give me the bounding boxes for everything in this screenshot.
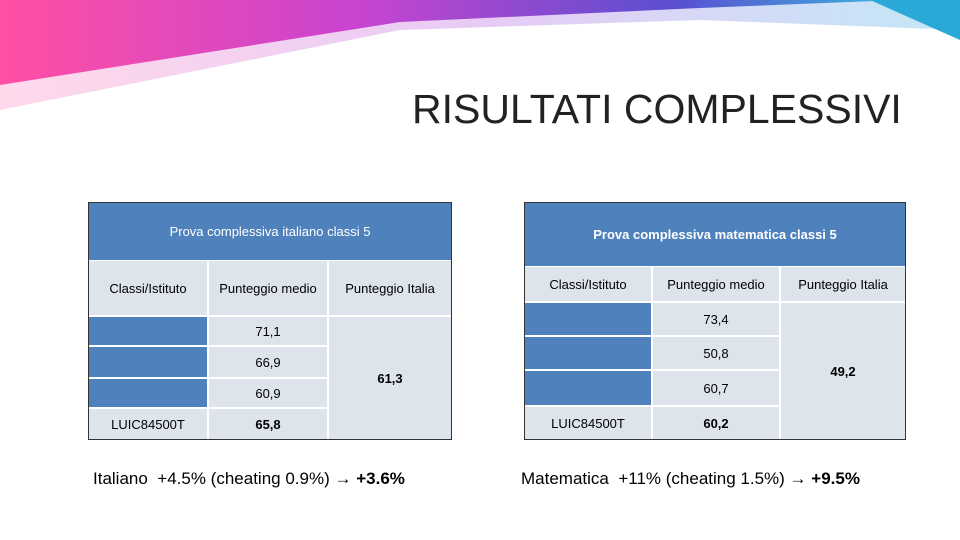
score: 66,9 — [208, 346, 328, 378]
note-text: +11% (cheating 1.5%) → — [618, 469, 807, 488]
italy-score: 49,2 — [780, 302, 906, 440]
note: Matematica +11% (cheating 1.5%) → +9.5% — [521, 469, 860, 489]
table-border — [88, 202, 452, 440]
table-border — [524, 202, 906, 440]
score: 60,9 — [208, 378, 328, 408]
note-result: +9.5% — [811, 469, 860, 488]
column-header: Punteggio Italia — [780, 266, 906, 302]
column-header: Punteggio medio — [208, 260, 328, 316]
note-subject: Matematica — [521, 469, 609, 488]
row-label — [524, 302, 652, 336]
column-header: Classi/Istituto — [88, 260, 208, 316]
row-label — [88, 378, 208, 408]
note-text: +4.5% (cheating 0.9%) → — [157, 469, 352, 488]
slide-title: RISULTATI COMPLESSIVI — [412, 86, 902, 132]
score: 60,7 — [652, 370, 780, 406]
column-header: Classi/Istituto — [524, 266, 652, 302]
row-label — [88, 346, 208, 378]
score: 73,4 — [652, 302, 780, 336]
table-title: Prova complessiva italiano classi 5 — [88, 202, 452, 260]
row-label — [524, 336, 652, 370]
column-header: Punteggio Italia — [328, 260, 452, 316]
decoration — [0, 0, 960, 110]
row-label: LUIC84500T — [88, 408, 208, 440]
note-result: +3.6% — [356, 469, 405, 488]
italy-score: 61,3 — [328, 316, 452, 440]
score: 50,8 — [652, 336, 780, 370]
note-subject: Italiano — [93, 469, 148, 488]
column-header: Punteggio medio — [652, 266, 780, 302]
table-title: Prova complessiva matematica classi 5 — [524, 202, 906, 266]
score: 71,1 — [208, 316, 328, 346]
note: Italiano +4.5% (cheating 0.9%) → +3.6% — [93, 469, 405, 489]
